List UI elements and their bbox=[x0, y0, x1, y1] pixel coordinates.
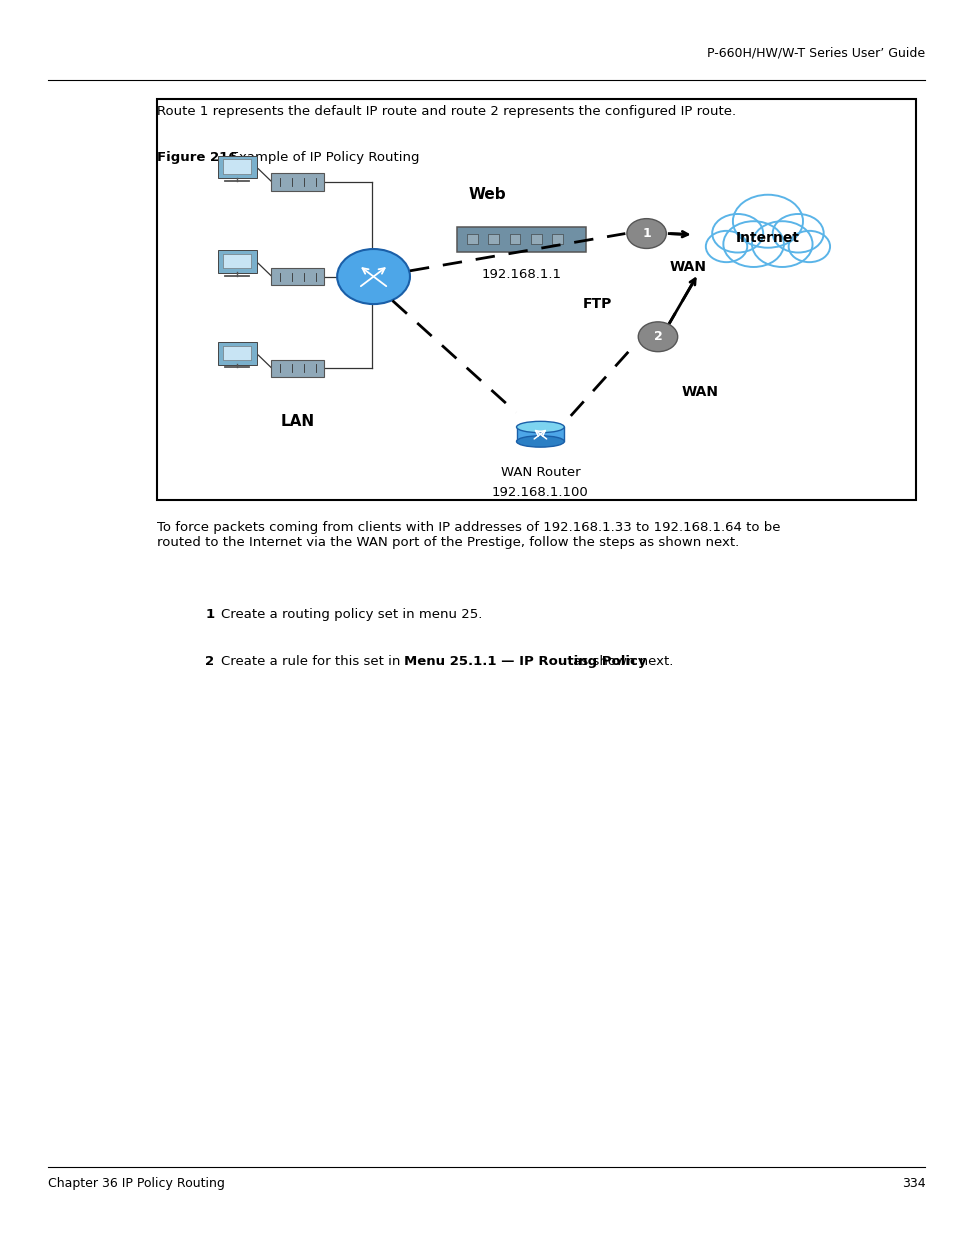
Text: LAN: LAN bbox=[280, 414, 314, 430]
Text: Internet: Internet bbox=[735, 231, 800, 245]
Circle shape bbox=[751, 221, 812, 267]
Text: Chapter 36 IP Policy Routing: Chapter 36 IP Policy Routing bbox=[48, 1177, 224, 1191]
Circle shape bbox=[638, 322, 677, 352]
FancyBboxPatch shape bbox=[223, 254, 251, 268]
Text: Web: Web bbox=[468, 186, 506, 203]
Text: To force packets coming from clients with IP addresses of 192.168.1.33 to 192.16: To force packets coming from clients wit… bbox=[157, 521, 781, 550]
Text: Create a rule for this set in: Create a rule for this set in bbox=[221, 655, 404, 668]
Text: WAN: WAN bbox=[669, 261, 706, 274]
FancyBboxPatch shape bbox=[271, 359, 324, 377]
Text: as shown next.: as shown next. bbox=[568, 655, 672, 668]
FancyBboxPatch shape bbox=[271, 268, 324, 285]
Text: 192.168.1.100: 192.168.1.100 bbox=[492, 485, 588, 499]
Circle shape bbox=[712, 214, 762, 252]
Ellipse shape bbox=[516, 436, 564, 447]
FancyBboxPatch shape bbox=[217, 342, 256, 364]
Text: WAN Router: WAN Router bbox=[500, 466, 579, 479]
FancyBboxPatch shape bbox=[467, 235, 477, 245]
Text: Figure 216: Figure 216 bbox=[157, 151, 237, 164]
FancyBboxPatch shape bbox=[531, 235, 541, 245]
FancyBboxPatch shape bbox=[223, 346, 251, 361]
Ellipse shape bbox=[516, 421, 564, 432]
Bar bbox=[157, 99, 915, 500]
Text: Create a routing policy set in menu 25.: Create a routing policy set in menu 25. bbox=[221, 608, 482, 621]
Circle shape bbox=[722, 221, 783, 267]
FancyBboxPatch shape bbox=[552, 235, 562, 245]
Text: 192.168.1.1: 192.168.1.1 bbox=[481, 268, 561, 280]
FancyBboxPatch shape bbox=[223, 159, 251, 174]
Text: FTP: FTP bbox=[582, 296, 611, 311]
Text: 2: 2 bbox=[653, 330, 661, 343]
Circle shape bbox=[788, 231, 829, 262]
Text: 1: 1 bbox=[641, 227, 650, 240]
Text: 2: 2 bbox=[205, 655, 214, 668]
FancyBboxPatch shape bbox=[516, 427, 564, 441]
FancyBboxPatch shape bbox=[509, 235, 519, 245]
Circle shape bbox=[705, 231, 746, 262]
Text: Route 1 represents the default IP route and route 2 represents the configured IP: Route 1 represents the default IP route … bbox=[157, 105, 736, 119]
FancyBboxPatch shape bbox=[217, 251, 256, 273]
Text: WAN: WAN bbox=[680, 385, 718, 399]
Text: Menu 25.1.1 — IP Routing Policy: Menu 25.1.1 — IP Routing Policy bbox=[403, 655, 645, 668]
Text: 1: 1 bbox=[205, 608, 214, 621]
Circle shape bbox=[336, 249, 410, 304]
FancyBboxPatch shape bbox=[217, 156, 256, 178]
Circle shape bbox=[626, 219, 665, 248]
Circle shape bbox=[732, 195, 802, 248]
Text: P-660H/HW/W-T Series User’ Guide: P-660H/HW/W-T Series User’ Guide bbox=[706, 47, 924, 61]
Circle shape bbox=[772, 214, 822, 252]
FancyBboxPatch shape bbox=[271, 173, 324, 190]
Text: 334: 334 bbox=[901, 1177, 924, 1191]
FancyBboxPatch shape bbox=[456, 227, 585, 252]
Text: Example of IP Policy Routing: Example of IP Policy Routing bbox=[217, 151, 418, 164]
FancyBboxPatch shape bbox=[488, 235, 498, 245]
